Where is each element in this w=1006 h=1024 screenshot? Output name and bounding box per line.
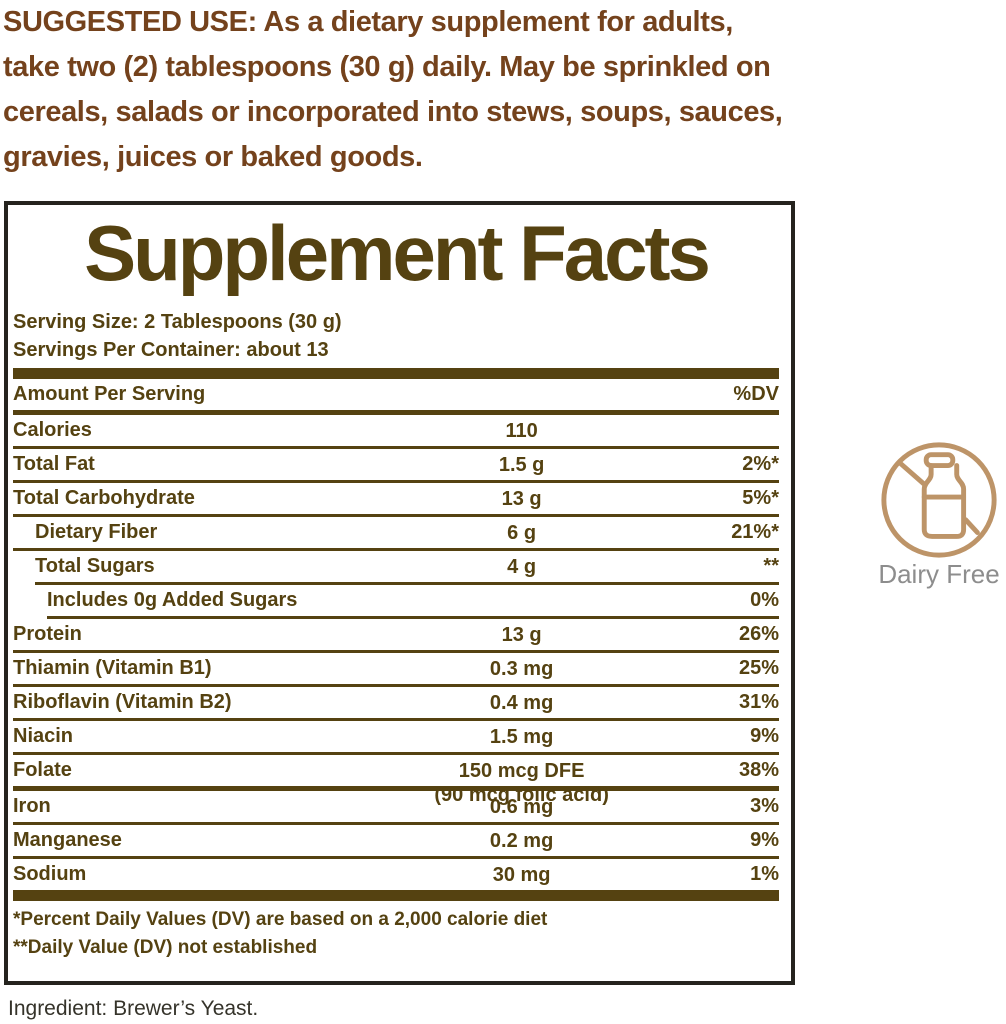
dairy-free-icon: [881, 442, 997, 558]
nutrient-dv: 3%: [750, 795, 779, 817]
table-row: Total Sugars 4 g **: [13, 551, 779, 582]
nutrient-label: Calories: [13, 419, 92, 441]
nutrient-label: Thiamin (Vitamin B1): [13, 657, 212, 679]
suggested-use-text: SUGGESTED USE: As a dietary supplement f…: [3, 6, 783, 173]
row-separator: [13, 752, 779, 755]
table-row: Niacin 1.5 mg 9%: [13, 721, 779, 752]
nutrient-label: Includes 0g Added Sugars: [47, 589, 298, 611]
nutrient-amount: 4 g: [507, 556, 537, 578]
servings-per-container-line: Servings Per Container: about 13: [13, 339, 329, 361]
ingredient-line: Ingredient: Brewer’s Yeast.: [8, 997, 259, 1020]
nutrient-label: Protein: [13, 623, 82, 645]
nutrient-dv: 38%: [738, 759, 779, 781]
supplement-facts-title: Supplement Facts: [84, 209, 711, 297]
row-separator: [35, 582, 779, 585]
nutrient-dv: 5%*: [742, 487, 779, 509]
nutrient-label: Riboflavin (Vitamin B2): [13, 691, 232, 713]
nutrient-amount: 13 g: [501, 624, 542, 646]
row-separator: [13, 650, 779, 653]
nutrient-dv: 0%: [750, 589, 779, 611]
dairy-free-label: Dairy Free: [878, 559, 1000, 589]
nutrient-dv: 9%: [750, 829, 779, 851]
nutrient-dv: 9%: [750, 725, 779, 747]
amount-per-serving-label: Amount Per Serving: [13, 383, 206, 405]
table-row: Total Carbohydrate 13 g 5%*: [13, 483, 779, 514]
nutrient-dv: 26%: [738, 623, 779, 645]
row-separator: [13, 786, 779, 791]
facts-header-row: Amount Per Serving %DV: [13, 379, 779, 410]
thick-divider-top: [13, 368, 779, 379]
nutrient-amount: 0.6 mg: [489, 796, 554, 818]
thick-divider-bottom: [13, 890, 779, 901]
nutrient-dv: 31%: [738, 691, 779, 713]
footnote-percent-dv: *Percent Daily Values (DV) are based on …: [13, 909, 548, 930]
nutrient-amount: 150 mcg DFE (90 mcg folic acid): [434, 760, 609, 806]
table-row: Total Fat 1.5 g 2%*: [13, 449, 779, 480]
nutrient-dv: 21%*: [731, 521, 779, 543]
nutrient-dv: 1%: [750, 863, 779, 885]
footnote-dv-not-established: **Daily Value (DV) not established: [13, 937, 318, 958]
table-row: Riboflavin (Vitamin B2) 0.4 mg 31%: [13, 687, 779, 718]
row-separator: [13, 856, 779, 859]
nutrient-amount: 1.5 g: [498, 454, 545, 476]
row-separator: [13, 718, 779, 721]
table-row: Manganese 0.2 mg 9%: [13, 825, 779, 856]
table-row: Protein 13 g 26%: [13, 619, 779, 650]
nutrient-label: Total Carbohydrate: [13, 487, 195, 509]
nutrient-amount: 110: [505, 420, 538, 442]
nutrient-amount: 6 g: [507, 522, 537, 544]
row-separator: [13, 548, 779, 551]
row-separator: [13, 514, 779, 517]
supplement-facts-panel: Supplement Facts Serving Size: 2 Tablesp…: [4, 201, 795, 985]
facts-rows: Calories 110 Total Fat 1.5 g 2%* Total C…: [13, 415, 779, 890]
nutrient-dv: **: [763, 555, 779, 577]
nutrient-label: Iron: [13, 795, 51, 817]
table-row: Folate 150 mcg DFE (90 mcg folic acid) 38…: [13, 755, 779, 806]
percent-dv-label: %DV: [733, 383, 779, 405]
nutrient-label: Dietary Fiber: [35, 521, 158, 543]
nutrient-label: Total Fat: [13, 453, 95, 475]
table-row: Includes 0g Added Sugars 0%: [13, 585, 779, 616]
nutrient-label: Sodium: [13, 863, 87, 885]
nutrient-amount: 1.5 mg: [489, 726, 554, 748]
table-row: Sodium 30 mg 1%: [13, 859, 779, 890]
nutrient-label: Niacin: [13, 725, 74, 747]
nutrient-amount: 0.3 mg: [489, 658, 554, 680]
nutrient-label: Total Sugars: [35, 555, 155, 577]
nutrient-label: Folate: [13, 759, 72, 781]
dairy-free-badge: Dairy Free: [874, 437, 1004, 590]
row-separator: [47, 616, 779, 619]
nutrient-amount: 0.2 mg: [489, 830, 554, 852]
row-separator: [13, 446, 779, 449]
row-separator: [13, 480, 779, 483]
nutrient-dv: 2%*: [742, 453, 779, 475]
table-row: Iron 0.6 mg 3%: [13, 791, 779, 822]
nutrient-dv: 25%: [738, 657, 779, 679]
row-separator: [13, 684, 779, 687]
table-row: Thiamin (Vitamin B1) 0.3 mg 25%: [13, 653, 779, 684]
header-underline: [13, 410, 779, 415]
nutrient-amount: 13 g: [501, 488, 542, 510]
serving-size-line: Serving Size: 2 Tablespoons (30 g): [13, 311, 342, 333]
row-separator: [13, 822, 779, 825]
table-row: Calories 110: [13, 415, 779, 446]
table-row: Dietary Fiber 6 g 21%*: [13, 517, 779, 548]
nutrient-amount: 0.4 mg: [489, 692, 554, 714]
nutrient-amount: 30 mg: [492, 864, 551, 886]
nutrient-label: Manganese: [13, 829, 122, 851]
